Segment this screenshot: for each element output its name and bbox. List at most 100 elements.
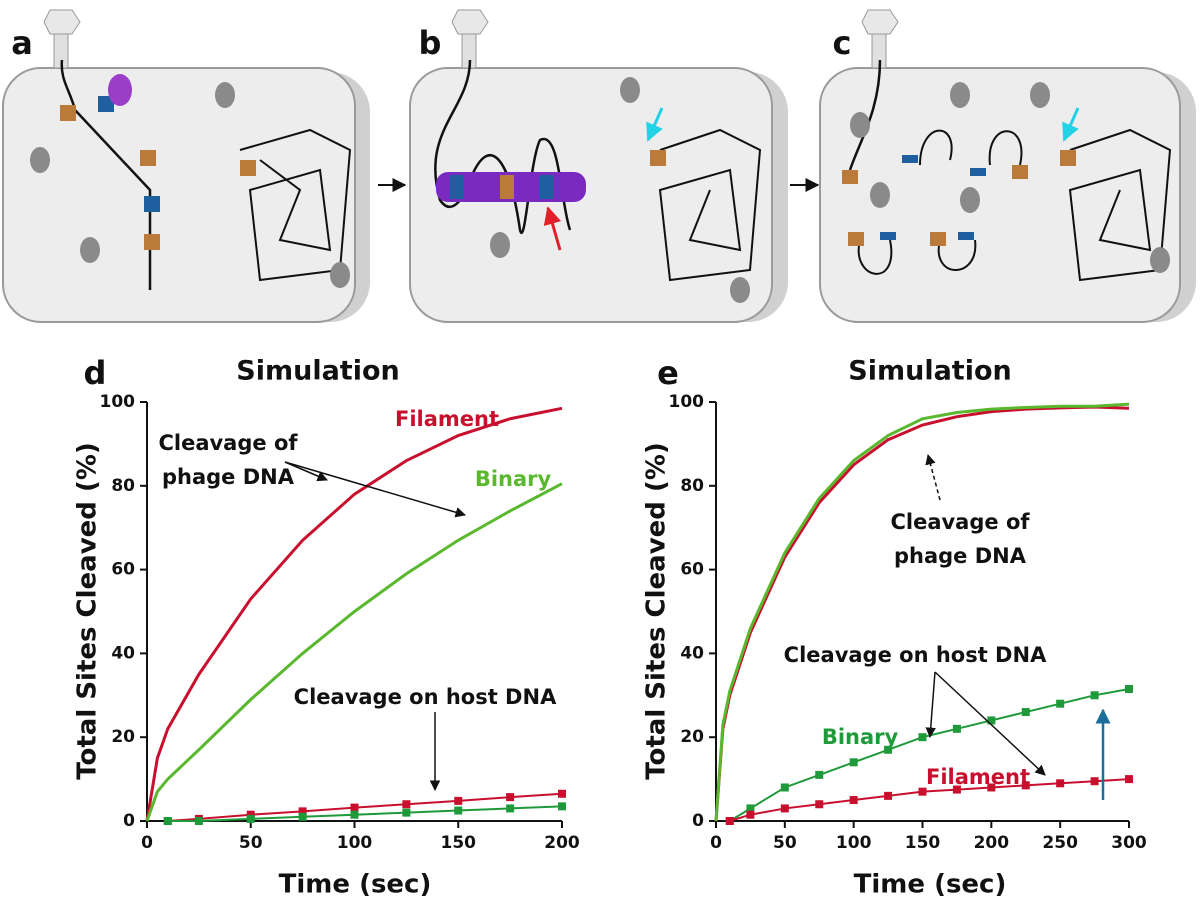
annotation-arrow <box>925 453 941 501</box>
series-line <box>167 792 563 822</box>
series-marker <box>1021 708 1030 717</box>
series-marker <box>1090 777 1099 786</box>
series-label: Binary <box>822 725 899 749</box>
series-marker <box>815 800 824 809</box>
cell-a <box>2 9 370 323</box>
x-axis-label: Time (sec) <box>279 870 432 899</box>
enzyme-glyphs <box>60 74 1076 250</box>
x-tick-label: 0 <box>141 833 153 853</box>
protein-glyphs <box>30 77 1170 303</box>
series-marker <box>402 808 411 817</box>
series-marker <box>1125 775 1133 784</box>
series-marker <box>725 817 734 825</box>
series-label: Filament <box>395 407 499 431</box>
annotation: Cleavage on host DNA <box>784 643 1047 667</box>
series-line <box>145 406 563 822</box>
series-marker <box>952 785 961 794</box>
series-marker <box>987 783 996 792</box>
annotation: Cleavage of <box>890 510 1030 534</box>
annotation: Cleavage of <box>158 431 298 455</box>
y-tick-label: 80 <box>111 476 135 496</box>
y-axis-label: Total Sites Cleaved (%) <box>73 442 103 780</box>
x-tick-label: 200 <box>544 833 580 853</box>
series-marker <box>506 804 515 813</box>
series-marker <box>952 724 961 733</box>
series-marker <box>558 789 566 798</box>
series-line <box>714 405 1130 822</box>
y-tick-label: 20 <box>111 727 135 747</box>
series-marker <box>350 810 359 819</box>
annotation-arrow <box>925 671 936 739</box>
series-marker <box>402 800 411 809</box>
series-marker <box>350 803 359 812</box>
series-line <box>714 402 1130 822</box>
y-tick-label: 100 <box>669 392 705 412</box>
y-tick-label: 40 <box>111 643 135 663</box>
panel-label: a <box>11 24 33 62</box>
series-marker <box>1021 781 1030 790</box>
y-tick-label: 100 <box>100 392 136 412</box>
y-tick-label: 0 <box>692 811 704 831</box>
series-marker <box>194 817 203 825</box>
y-axis-label: Total Sites Cleaved (%) <box>642 442 672 780</box>
series-marker <box>1056 779 1065 788</box>
x-axis-label: Time (sec) <box>854 870 1007 899</box>
series-marker <box>884 745 893 754</box>
series-marker <box>1125 685 1133 694</box>
cell-c <box>819 9 1196 323</box>
annotation: phage DNA <box>162 465 295 489</box>
annotation: phage DNA <box>894 544 1027 568</box>
panel-label: d <box>84 354 107 392</box>
series-marker <box>558 802 566 811</box>
x-tick-label: 100 <box>836 833 872 853</box>
x-tick-label: 100 <box>337 833 373 853</box>
x-tick-label: 250 <box>1042 833 1078 853</box>
x-tick-label: 150 <box>905 833 941 853</box>
series-marker <box>884 791 893 800</box>
series-marker <box>1090 691 1099 700</box>
panel-label: b <box>419 24 442 62</box>
series-marker <box>298 807 307 816</box>
series-marker <box>298 812 307 821</box>
series-line <box>729 688 1130 822</box>
series-marker <box>849 796 858 805</box>
series-marker <box>918 733 927 742</box>
annotation-arrow <box>284 461 467 518</box>
series-line <box>167 805 563 822</box>
series-marker <box>746 810 755 819</box>
x-tick-label: 150 <box>441 833 477 853</box>
series-marker <box>815 770 824 779</box>
series-marker <box>1056 699 1065 708</box>
y-tick-label: 20 <box>680 727 704 747</box>
series-marker <box>780 783 789 792</box>
y-tick-label: 80 <box>680 476 704 496</box>
series-marker <box>454 806 463 815</box>
series-label: Binary <box>475 467 552 491</box>
x-tick-label: 0 <box>710 833 722 853</box>
cell-diagrams <box>2 9 1196 323</box>
series-marker <box>849 758 858 767</box>
x-tick-label: 50 <box>773 833 797 853</box>
y-tick-label: 40 <box>680 643 704 663</box>
x-tick-label: 300 <box>1111 833 1147 853</box>
x-tick-label: 200 <box>974 833 1010 853</box>
y-tick-label: 0 <box>123 811 135 831</box>
series-marker <box>918 787 927 796</box>
series-marker <box>987 716 996 725</box>
x-tick-label: 50 <box>239 833 263 853</box>
series-marker <box>454 796 463 805</box>
y-tick-label: 60 <box>680 560 704 580</box>
series-marker <box>506 793 515 802</box>
chart-title: Simulation <box>236 356 399 387</box>
cell-b <box>409 9 788 323</box>
y-tick-label: 60 <box>111 560 135 580</box>
chart-title: Simulation <box>848 356 1011 387</box>
panel-label: e <box>657 354 679 392</box>
panel-label: c <box>833 24 852 62</box>
series-line <box>145 482 563 822</box>
series-marker <box>163 817 172 825</box>
annotation-arrow <box>934 671 1046 776</box>
annotation-arrow <box>284 461 328 482</box>
series-marker <box>246 810 255 819</box>
